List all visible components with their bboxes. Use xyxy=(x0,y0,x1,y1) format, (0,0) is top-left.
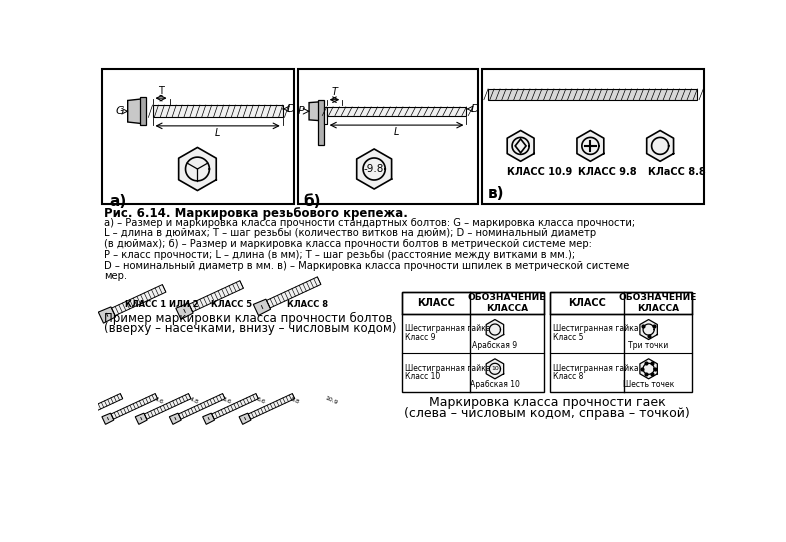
Text: а) – Размер и маркировка класса прочности стандартных болтов: G – маркировка кла: а) – Размер и маркировка класса прочност… xyxy=(104,217,635,228)
Text: Шестигранная гайка: Шестигранная гайка xyxy=(405,364,490,372)
Text: Шесть точек: Шесть точек xyxy=(623,380,674,389)
Text: КЛАСС: КЛАСС xyxy=(568,298,606,308)
Polygon shape xyxy=(189,281,244,312)
Polygon shape xyxy=(111,393,157,419)
Text: D: D xyxy=(287,104,296,114)
Text: б): б) xyxy=(303,195,321,209)
Polygon shape xyxy=(98,307,116,323)
Polygon shape xyxy=(487,320,504,339)
Text: в): в) xyxy=(488,186,505,201)
Polygon shape xyxy=(239,413,251,424)
Text: D – номинальный диаметр в мм. в) – Маркировка класса прочности шпилек в метричес: D – номинальный диаметр в мм. в) – Марки… xyxy=(104,261,629,270)
Polygon shape xyxy=(327,107,466,115)
Polygon shape xyxy=(112,285,166,315)
Polygon shape xyxy=(102,413,114,424)
Bar xyxy=(402,292,544,392)
Polygon shape xyxy=(640,320,657,339)
Polygon shape xyxy=(169,413,182,424)
Text: G: G xyxy=(116,106,124,116)
Bar xyxy=(102,69,294,204)
Polygon shape xyxy=(178,393,225,419)
Text: L – длина в дюймах; T – шаг резьбы (количество витков на дюйм); D – номинальный : L – длина в дюймах; T – шаг резьбы (коли… xyxy=(104,228,596,238)
Polygon shape xyxy=(127,99,141,124)
Polygon shape xyxy=(135,413,147,424)
Text: 4.6: 4.6 xyxy=(153,396,164,405)
Text: L: L xyxy=(394,127,399,138)
Polygon shape xyxy=(507,131,534,162)
Text: Класс 9: Класс 9 xyxy=(405,333,435,342)
Text: (слева – числовым кодом, справа – точкой): (слева – числовым кодом, справа – точкой… xyxy=(404,407,690,420)
Text: 8.8: 8.8 xyxy=(288,396,299,405)
Polygon shape xyxy=(309,102,320,121)
Text: Шестигранная гайка: Шестигранная гайка xyxy=(405,324,490,333)
Bar xyxy=(318,100,324,145)
Text: Маркировка класса прочности гаек: Маркировка класса прочности гаек xyxy=(428,396,666,409)
Text: Класс 10: Класс 10 xyxy=(405,372,440,381)
Text: а): а) xyxy=(110,195,127,209)
Polygon shape xyxy=(67,413,79,424)
Polygon shape xyxy=(152,105,283,118)
Text: Шестигранная гайка: Шестигранная гайка xyxy=(553,364,639,372)
Polygon shape xyxy=(248,393,295,419)
Bar xyxy=(550,292,692,392)
Text: P: P xyxy=(298,106,304,116)
Text: -9.8: -9.8 xyxy=(364,164,384,174)
Text: Класс 8: Класс 8 xyxy=(553,372,583,381)
Polygon shape xyxy=(253,299,270,315)
Text: Рис. 6.14. Маркировка резьбового крепежа.: Рис. 6.14. Маркировка резьбового крепежа… xyxy=(104,208,408,221)
Text: 4.8: 4.8 xyxy=(188,396,199,405)
Text: Арабская 9: Арабская 9 xyxy=(472,341,517,350)
Polygon shape xyxy=(487,359,504,379)
Text: КЛАСС 8: КЛАСС 8 xyxy=(287,300,328,309)
Text: 10: 10 xyxy=(491,366,499,371)
Bar xyxy=(298,69,478,204)
Bar xyxy=(140,98,145,125)
Text: КЛАСС 9.8: КЛАСС 9.8 xyxy=(578,167,637,177)
Text: КЛАСС 1 ИЛИ 2: КЛАСС 1 ИЛИ 2 xyxy=(126,300,199,309)
Text: T: T xyxy=(158,86,164,96)
Text: мер.: мер. xyxy=(104,272,127,281)
Text: ОБОЗНАЧЕНИЕ
КЛАССА: ОБОЗНАЧЕНИЕ КЛАССА xyxy=(468,293,546,313)
Text: Пример маркировки класса прочности болтов: Пример маркировки класса прочности болто… xyxy=(104,312,392,325)
Text: T: T xyxy=(332,87,337,98)
Text: КЛАСС: КЛАСС xyxy=(417,298,455,308)
Text: ОБОЗНАЧЕНИЕ
КЛАССА: ОБОЗНАЧЕНИЕ КЛАССА xyxy=(619,293,697,313)
Bar xyxy=(482,69,703,204)
Text: Класс 5: Класс 5 xyxy=(553,333,584,342)
Text: 10.9: 10.9 xyxy=(324,396,338,406)
Text: КЛаСС 8.8: КЛаСС 8.8 xyxy=(648,167,707,177)
Text: L: L xyxy=(215,128,220,138)
Polygon shape xyxy=(647,131,674,162)
Text: P – класс прочности; L – длина (в мм); T – шаг резьбы (расстояние между витками : P – класс прочности; L – длина (в мм); T… xyxy=(104,250,575,260)
Text: КЛАСС 10.9: КЛАСС 10.9 xyxy=(507,167,572,177)
Text: D: D xyxy=(470,104,479,114)
Polygon shape xyxy=(176,303,193,319)
Polygon shape xyxy=(488,89,697,100)
Polygon shape xyxy=(76,393,123,419)
Polygon shape xyxy=(357,149,391,189)
Polygon shape xyxy=(640,359,657,379)
Text: (в дюймах); б) – Размер и маркировка класса прочности болтов в метрической систе: (в дюймах); б) – Размер и маркировка кла… xyxy=(104,239,592,249)
Bar xyxy=(550,292,692,314)
Bar xyxy=(402,292,544,314)
Text: (вверху – насечками, внизу – числовым кодом): (вверху – насечками, внизу – числовым ко… xyxy=(104,322,396,335)
Text: КЛАСС 5: КЛАСС 5 xyxy=(211,300,252,309)
Polygon shape xyxy=(211,393,259,419)
Text: Шестигранная гайка: Шестигранная гайка xyxy=(553,324,639,333)
Polygon shape xyxy=(266,277,321,308)
Polygon shape xyxy=(203,413,215,424)
Polygon shape xyxy=(145,393,191,419)
Text: 6.6: 6.6 xyxy=(255,396,266,405)
Bar xyxy=(324,107,327,124)
Polygon shape xyxy=(178,147,216,191)
Text: Арабская 10: Арабская 10 xyxy=(470,380,520,389)
Text: Три точки: Три точки xyxy=(629,341,669,350)
Polygon shape xyxy=(577,131,604,162)
Text: 5.6: 5.6 xyxy=(222,396,233,405)
